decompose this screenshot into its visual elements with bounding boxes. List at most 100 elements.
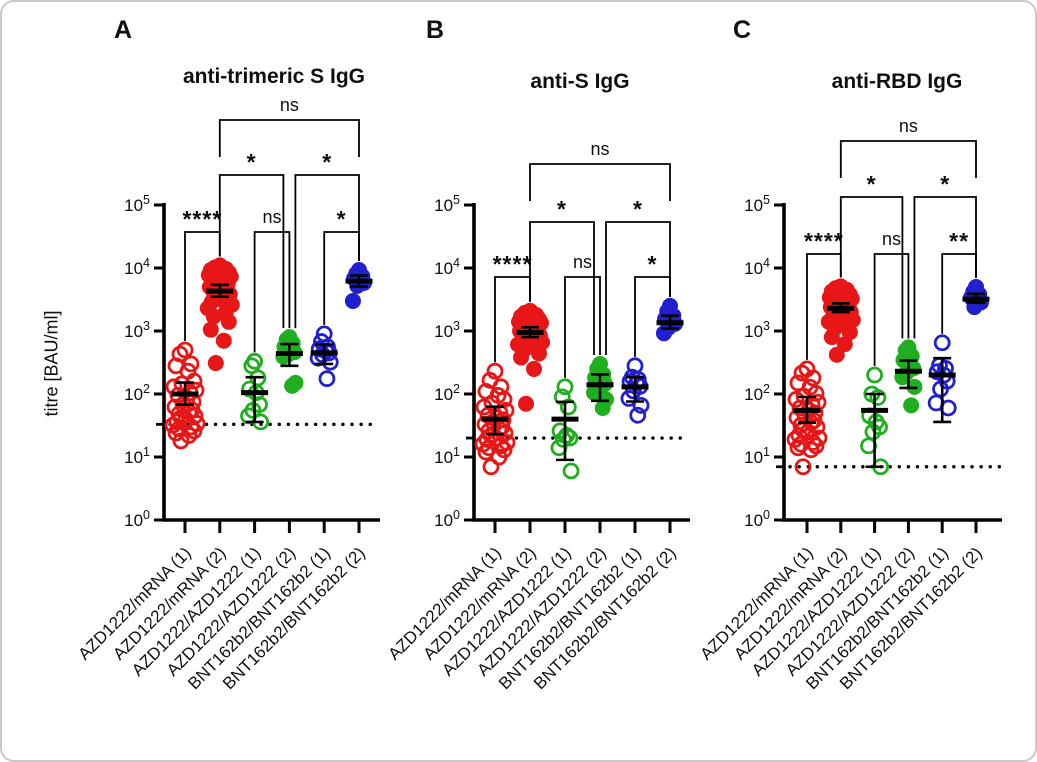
significance-label: ****: [182, 206, 222, 232]
y-tick-label: 100: [434, 508, 460, 530]
data-point-open: [168, 413, 186, 431]
data-point-filled: [823, 329, 840, 346]
data-point-filled: [513, 349, 529, 366]
data-point-filled: [526, 360, 542, 377]
significance-label: ****: [804, 228, 844, 254]
data-point-filled: [284, 377, 301, 394]
y-tick-label: 100: [744, 508, 770, 530]
y-axis-label: titre [BAU/ml]: [41, 310, 62, 417]
significance-label: *: [940, 171, 950, 197]
data-point-filled: [594, 399, 611, 416]
significance-label: *: [867, 171, 877, 197]
y-tick-label: 101: [124, 445, 150, 467]
y-tick-label: 101: [434, 445, 460, 467]
data-point-open: [866, 366, 883, 384]
data-point-filled: [220, 313, 237, 330]
data-point-open: [172, 432, 190, 450]
y-tick-label: 101: [744, 445, 770, 467]
data-point-filled: [903, 397, 920, 414]
significance-label: *: [322, 149, 332, 175]
significance-bracket: [564, 276, 601, 378]
y-tick-label: 103: [744, 319, 770, 341]
y-tick-label: 103: [124, 319, 150, 341]
data-point-open: [787, 391, 805, 408]
y-tick-label: 105: [744, 193, 770, 215]
y-tick-label: 105: [124, 193, 150, 215]
significance-bracket: [218, 174, 285, 329]
group-4-points: [585, 355, 615, 416]
panel-a-title: anti-trimeric S IgG: [182, 65, 366, 88]
data-point-filled: [202, 321, 219, 338]
significance-label: ns: [280, 95, 299, 115]
y-tick-label: 102: [744, 382, 770, 404]
significance-bracket: [529, 221, 595, 355]
significance-label: ns: [262, 207, 281, 227]
significance-label: ****: [493, 251, 533, 277]
significance-label: *: [648, 251, 658, 277]
data-point-open: [632, 396, 650, 414]
y-tick-label: 103: [434, 319, 460, 341]
significance-label: ns: [882, 229, 901, 249]
significance-label: *: [557, 196, 567, 222]
y-tick-label: 105: [434, 193, 460, 215]
panel-c-title: anti-RBD IgG: [831, 70, 963, 93]
data-point-filled: [205, 308, 222, 325]
significance-bracket: [605, 221, 671, 355]
significance-bracket: [873, 253, 910, 367]
data-point-open: [802, 441, 820, 459]
data-point-filled: [207, 355, 224, 372]
data-point-filled: [836, 336, 853, 353]
group-2-points: [510, 302, 550, 412]
significance-bracket: [529, 163, 671, 201]
data-point-open: [492, 437, 510, 455]
significance-bracket: [294, 174, 360, 329]
significance-label: ns: [573, 252, 592, 272]
significance-label: **: [949, 228, 969, 254]
significance-label: ns: [899, 116, 918, 136]
significance-bracket: [913, 196, 977, 339]
data-point-open: [629, 406, 647, 424]
panel-letter-b: B: [426, 16, 446, 44]
y-tick-label: 104: [434, 256, 460, 278]
data-point-open: [559, 398, 577, 416]
data-point-open: [562, 462, 580, 480]
y-tick-label: 104: [744, 256, 770, 278]
y-tick-label: 102: [434, 382, 460, 404]
data-point-filled: [344, 292, 361, 309]
panel-letter-c: C: [733, 16, 753, 44]
data-point-open: [869, 389, 887, 406]
data-point-open: [561, 429, 579, 447]
significance-label: ns: [590, 139, 609, 159]
group-3-points: [550, 378, 580, 480]
data-point-open: [318, 370, 336, 388]
group-2-points: [820, 278, 861, 363]
group-2-points: [199, 257, 240, 372]
y-tick-label: 104: [124, 256, 150, 278]
significance-bracket: [218, 119, 360, 157]
data-point-open: [185, 422, 203, 440]
data-point-open: [482, 458, 500, 476]
data-point-open: [804, 369, 822, 387]
group-1-points: [786, 360, 828, 476]
significance-label: *: [247, 149, 257, 175]
data-point-filled: [828, 346, 845, 363]
data-point-open: [933, 334, 951, 352]
data-point-filled: [531, 345, 547, 362]
data-point-open: [554, 431, 572, 448]
data-point-open: [558, 427, 576, 444]
data-point-open: [790, 427, 808, 444]
panel-letter-a: A: [114, 16, 134, 44]
data-point-filled: [215, 332, 232, 349]
data-point-open: [182, 418, 200, 436]
data-point-open: [556, 378, 574, 396]
significance-bracket: [839, 196, 904, 339]
significance-bracket: [253, 231, 291, 353]
y-tick-label: 102: [124, 382, 150, 404]
significance-label: *: [633, 196, 643, 222]
data-point-open: [490, 448, 508, 466]
data-point-open: [486, 362, 504, 380]
